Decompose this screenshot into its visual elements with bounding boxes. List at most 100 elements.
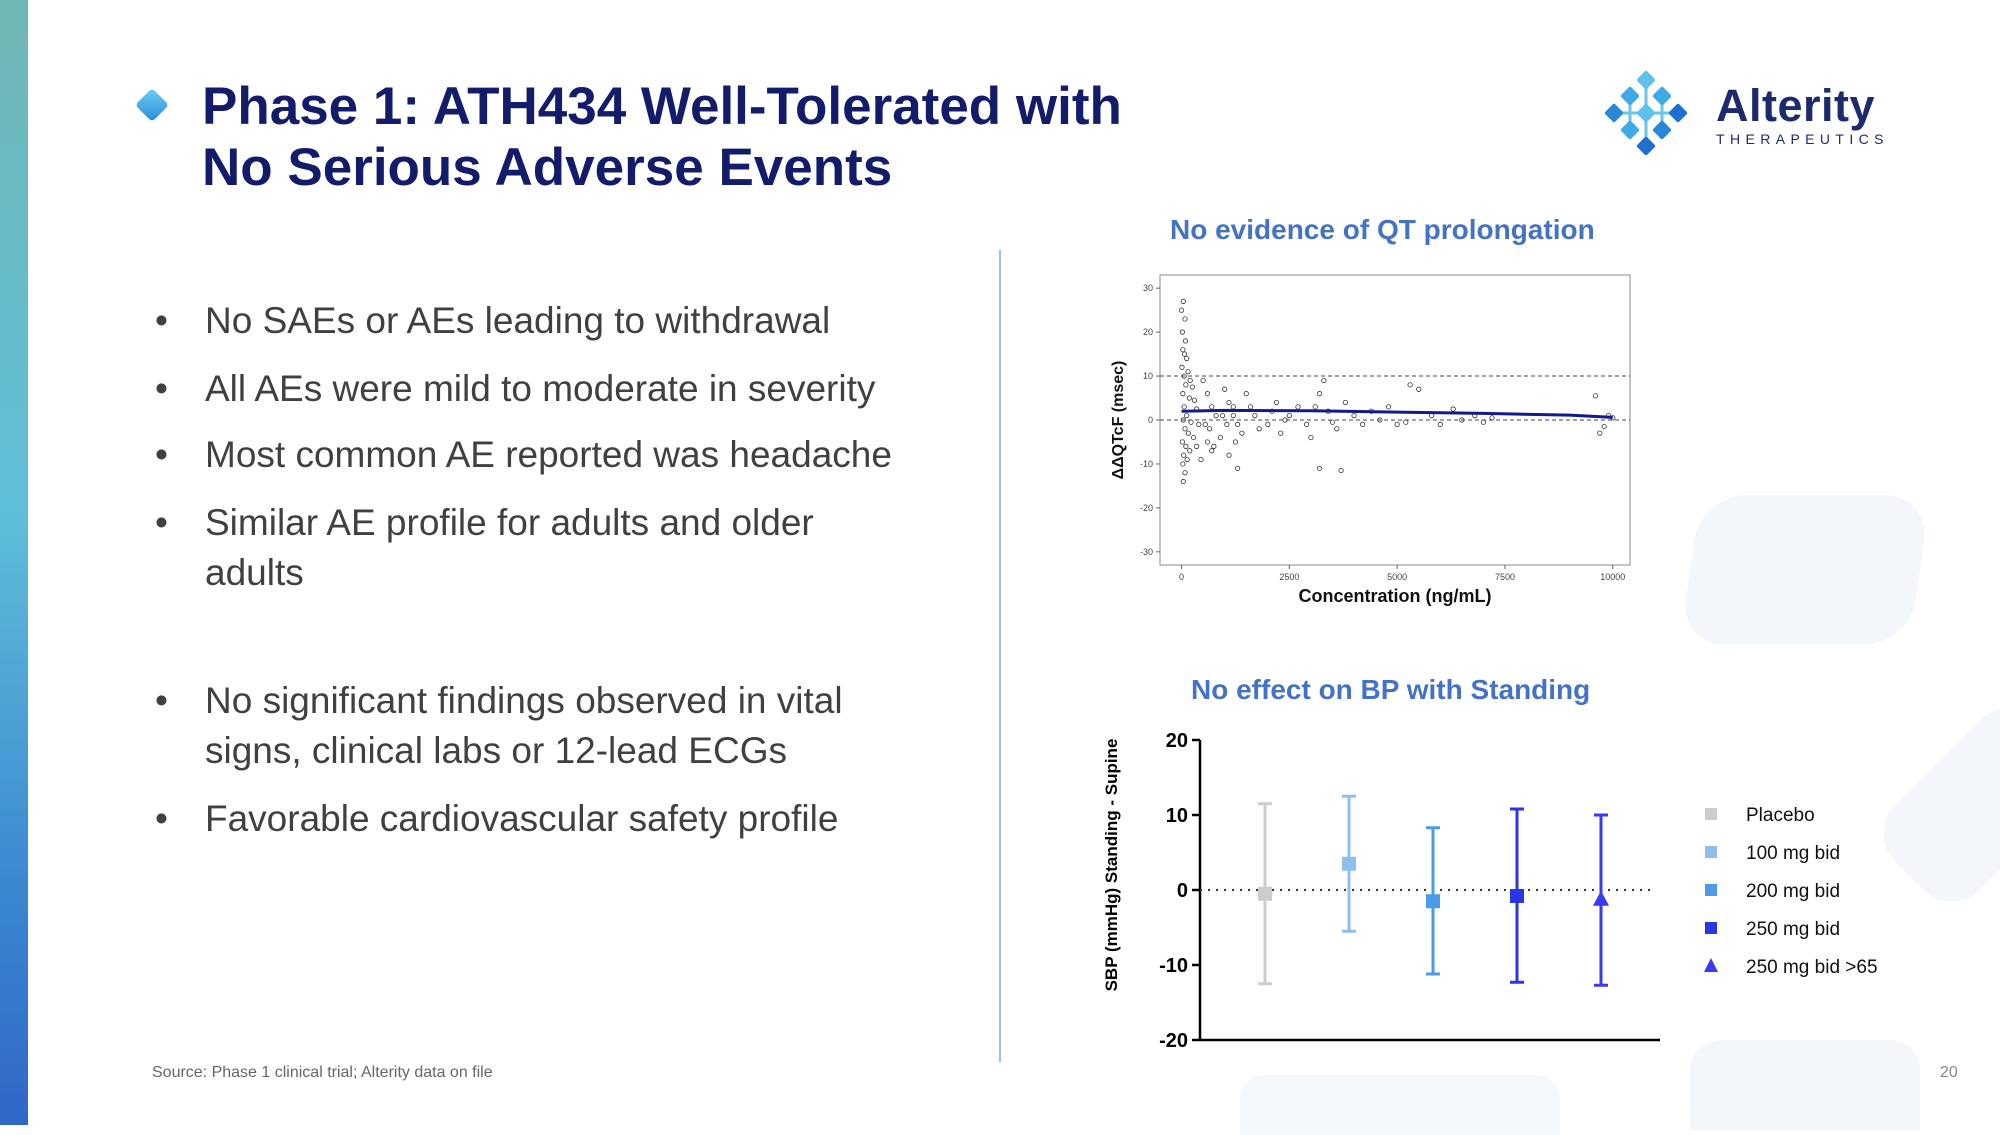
y-tick-label: -10 <box>1140 459 1153 469</box>
data-point <box>1179 364 1185 370</box>
legend-marker <box>1705 884 1717 896</box>
data-point <box>1184 413 1190 419</box>
data-point <box>1377 417 1383 423</box>
data-point <box>1209 404 1215 410</box>
data-point <box>1178 307 1185 313</box>
bullet-item: • No SAEs or AEs leading to withdrawal <box>155 296 975 346</box>
data-point <box>1321 377 1327 384</box>
data-point <box>1204 391 1211 397</box>
data-point <box>1224 421 1230 427</box>
data-point <box>1601 423 1607 430</box>
data-point <box>1247 404 1254 410</box>
y-tick-label: -20 <box>1159 1030 1188 1052</box>
data-point <box>1181 404 1187 410</box>
data-point <box>1183 382 1189 388</box>
fit-line <box>1181 408 1613 419</box>
data-point <box>1187 377 1193 384</box>
data-point <box>1191 434 1197 441</box>
bullet-dot: • <box>155 300 168 341</box>
y-tick-label: 0 <box>1148 415 1153 425</box>
data-point <box>1286 413 1292 419</box>
data-point <box>1316 391 1323 397</box>
bullet-dot: • <box>155 368 168 409</box>
bullet-item: • All AEs were mild to moderate in severi… <box>155 364 975 414</box>
legend-marker <box>1705 846 1717 858</box>
y-tick-label: -30 <box>1140 547 1153 557</box>
data-point <box>1252 413 1258 419</box>
data-point <box>1235 421 1241 427</box>
x-tick-label: 2500 <box>1279 572 1299 582</box>
title-line-2: No Serious Adverse Events <box>202 138 893 197</box>
data-point <box>1213 413 1219 419</box>
data-point <box>1403 419 1409 425</box>
data-point <box>1200 377 1206 384</box>
y-axis-label: SBP (mmHg) Standing - Supine <box>1102 739 1121 992</box>
data-point <box>1273 399 1280 406</box>
data-point <box>1211 443 1217 449</box>
data-point <box>1184 355 1190 362</box>
mean-marker <box>1342 856 1356 871</box>
data-point <box>1592 393 1599 399</box>
data-point <box>1180 461 1186 467</box>
data-point <box>1191 397 1198 403</box>
data-point <box>1181 351 1188 357</box>
data-point <box>1222 386 1228 392</box>
title-line-1: Phase 1: ATH434 Well-Tolerated with <box>202 77 1122 136</box>
data-point <box>1185 369 1191 375</box>
legend-label: 250 mg bid <box>1746 919 1840 940</box>
data-point <box>1196 421 1202 427</box>
data-point <box>1243 391 1249 397</box>
legend-marker <box>1705 808 1717 820</box>
bullet-text: No significant findings observed in vita… <box>205 680 843 771</box>
source-note: Source: Phase 1 clinical trial; Alterity… <box>152 1064 493 1081</box>
legend-label: 250 mg bid >65 <box>1746 957 1878 978</box>
bullet-item: • Similar AE profile for adults and older… <box>155 498 825 598</box>
data-point <box>1181 373 1187 379</box>
y-axis-label: ΔΔQTcF (msec) <box>1110 361 1127 480</box>
page-title: Phase 1: ATH434 Well-Tolerated with No S… <box>202 76 1202 198</box>
y-tick-label: -10 <box>1159 955 1188 977</box>
data-point <box>1351 413 1357 419</box>
data-point <box>1480 419 1486 425</box>
data-point <box>1256 426 1262 432</box>
bullet-dot: • <box>155 434 168 475</box>
data-point <box>1334 426 1340 432</box>
bullet-text: Similar AE profile for adults and older … <box>205 502 814 593</box>
y-tick-label: 10 <box>1166 805 1188 827</box>
bullet-text: No SAEs or AEs leading to withdrawal <box>205 300 831 341</box>
bullet-text: All AEs were mild to moderate in severit… <box>205 368 876 409</box>
data-point <box>1226 399 1232 406</box>
legend-marker <box>1705 922 1717 934</box>
company-logo: Alterity THERAPEUTICS <box>1590 68 1910 158</box>
data-point <box>1180 417 1186 423</box>
accent-side-bar <box>0 0 28 1125</box>
legend-marker <box>1704 958 1718 972</box>
data-point <box>1185 430 1192 436</box>
data-point <box>1209 448 1215 454</box>
data-point <box>1181 452 1187 458</box>
data-point <box>1202 421 1208 427</box>
x-tick-label: 5000 <box>1387 572 1407 582</box>
data-point <box>1416 386 1422 392</box>
data-point <box>1597 430 1603 436</box>
data-point <box>1282 417 1288 423</box>
x-tick-label: 7500 <box>1495 572 1515 582</box>
bullet-item: • No significant findings observed in vit… <box>155 676 925 776</box>
data-point <box>1338 467 1344 474</box>
data-point <box>1182 470 1188 476</box>
bp-chart-title: No effect on BP with Standing <box>1191 674 1591 705</box>
background-shape <box>1240 1075 1560 1135</box>
column-divider <box>999 250 1001 1062</box>
x-tick-label: 0 <box>1179 572 1184 582</box>
data-point <box>1308 434 1314 441</box>
bullet-text: Favorable cardiovascular safety profile <box>205 798 839 839</box>
y-tick-label: -20 <box>1140 503 1153 513</box>
data-point <box>1182 316 1188 322</box>
data-point <box>1329 419 1336 425</box>
data-point <box>1204 439 1211 445</box>
data-point <box>1217 434 1223 441</box>
data-point <box>1182 338 1189 344</box>
logo-subtitle: THERAPEUTICS <box>1716 131 1889 147</box>
data-point <box>1186 395 1192 401</box>
data-point <box>1182 426 1188 432</box>
